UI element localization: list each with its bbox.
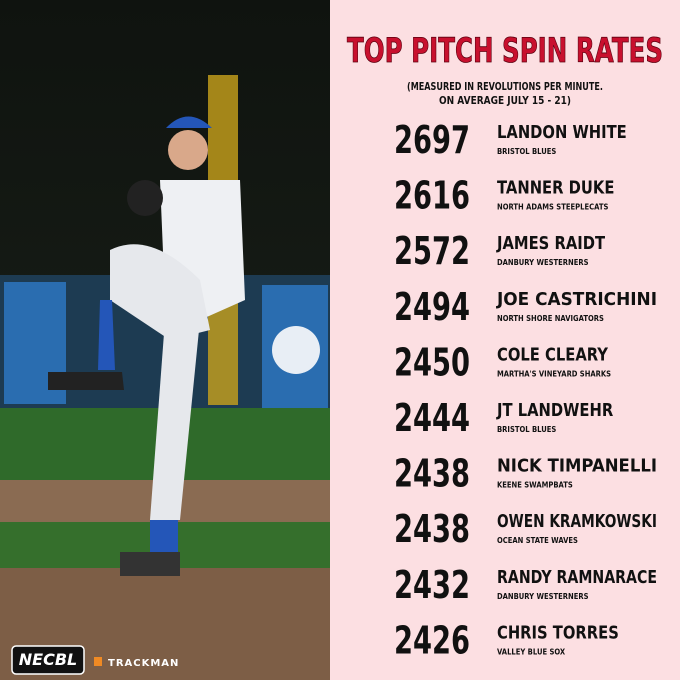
team-name: DANBURY WESTERNERS (497, 592, 589, 601)
team-name: VALLEY BLUE SOX (497, 647, 566, 656)
player-name: RANDY RAMNARACE (497, 567, 657, 588)
subtitle-line: (MEASURED IN REVOLUTIONS PER MINUTE. (407, 80, 603, 93)
ranking-row: 2426 CHRIS TORRES VALLEY BLUE SOX (394, 618, 619, 662)
sponsor-logo-text: TRACKMAN (108, 658, 179, 669)
spin-rate: 2438 (394, 507, 470, 551)
spin-rate: 2426 (394, 618, 470, 662)
title: TOP PITCH SPIN RATES (347, 31, 663, 71)
player-name: JAMES RAIDT (495, 233, 605, 254)
team-name: KEENE SWAMPBATS (497, 481, 573, 490)
spin-rate: 2450 (394, 340, 470, 384)
team-name: BRISTOL BLUES (497, 425, 557, 434)
league-logo-text: NECBL (19, 650, 77, 669)
ranking-row: 2697 LANDON WHITE BRISTOL BLUES (394, 118, 627, 162)
spin-rate: 2438 (394, 452, 470, 496)
ranking-row: 2450 COLE CLEARY MARTHA'S VINEYARD SHARKS (394, 340, 611, 384)
ranking-row: 2444 JT LANDWEHR BRISTOL BLUES (394, 396, 613, 440)
team-name: NORTH ADAMS STEEPLECATS (497, 203, 609, 212)
spin-rate: 2616 (394, 174, 470, 218)
player-name: TANNER DUKE (497, 178, 614, 199)
player-name: COLE CLEARY (497, 344, 609, 365)
spin-rate: 2572 (394, 229, 470, 273)
ranking-list: 2697 LANDON WHITE BRISTOL BLUES 2616 TANNER … (394, 118, 657, 662)
subtitle-line: ON AVERAGE JULY 15 - 21) (439, 94, 571, 107)
ranking-row: 2432 RANDY RAMNARACE DANBURY WESTERNERS (394, 563, 657, 607)
ranking-row: 2616 TANNER DUKE NORTH ADAMS STEEPLECATS (394, 174, 614, 218)
spin-rate: 2432 (394, 563, 470, 607)
player-name: OWEN KRAMKOWSKI (497, 511, 657, 532)
ranking-row: 2572 JAMES RAIDT DANBURY WESTERNERS (394, 229, 606, 273)
sponsor-logo: TRACKMAN (94, 657, 179, 669)
league-logo: NECBL (11, 645, 85, 675)
player-name: LANDON WHITE (497, 122, 627, 143)
ranking-row: 2438 NICK TIMPANELLI KEENE SWAMPBATS (394, 452, 657, 496)
team-name: OCEAN STATE WAVES (497, 536, 578, 545)
photo (0, 0, 330, 680)
player-name: CHRIS TORRES (497, 622, 619, 643)
list-panel (330, 0, 680, 680)
player-name: NICK TIMPANELLI (497, 456, 657, 477)
player-name: JOE CASTRICHINI (495, 289, 657, 310)
team-name: NORTH SHORE NAVIGATORS (497, 314, 604, 323)
spin-rate: 2697 (394, 118, 470, 162)
player-name: JT LANDWEHR (495, 400, 613, 421)
spin-rate: 2444 (394, 396, 470, 440)
ranking-row: 2438 OWEN KRAMKOWSKI OCEAN STATE WAVES (394, 507, 657, 551)
team-name: BRISTOL BLUES (497, 147, 557, 156)
ranking-row: 2494 JOE CASTRICHINI NORTH SHORE NAVIGATOR… (394, 285, 657, 329)
spin-rate: 2494 (394, 285, 470, 329)
team-name: DANBURY WESTERNERS (497, 258, 589, 267)
team-name: MARTHA'S VINEYARD SHARKS (497, 369, 611, 378)
